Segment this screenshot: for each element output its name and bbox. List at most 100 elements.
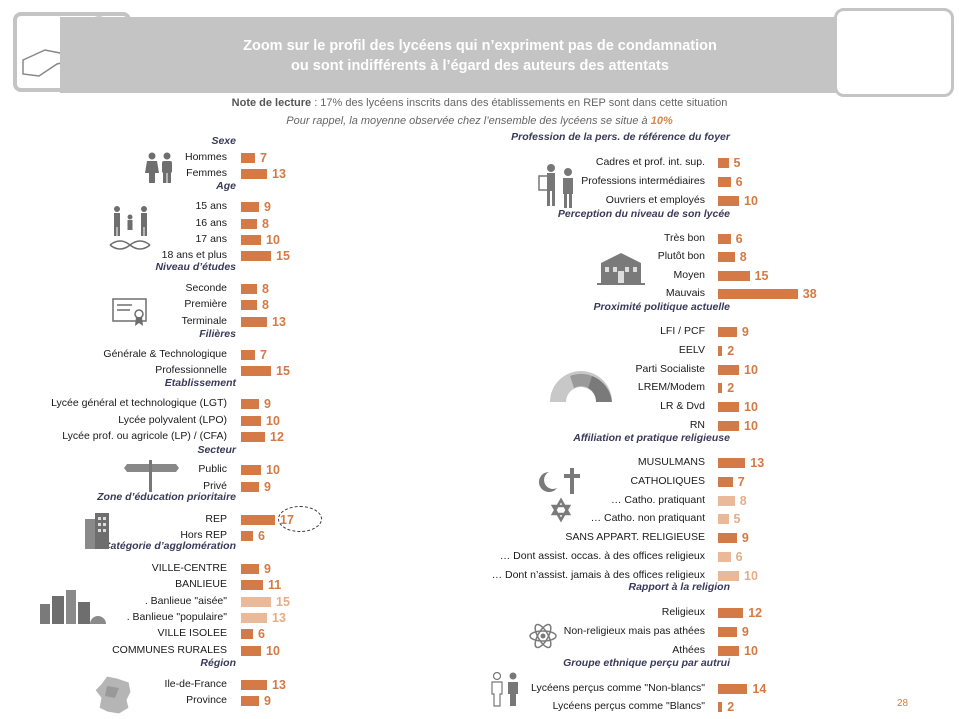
section-title: Profession de la pers. de référence du f… bbox=[511, 131, 730, 143]
bar-label: Lycée général et technologique (LGT) bbox=[51, 397, 227, 409]
bar-label: Hors REP bbox=[180, 529, 227, 541]
bar bbox=[718, 702, 723, 712]
hemicycle-icon bbox=[550, 371, 612, 402]
data-label: 15 bbox=[754, 269, 769, 283]
bar bbox=[241, 251, 271, 261]
bar bbox=[718, 327, 737, 337]
bar-label: 18 ans et plus bbox=[161, 249, 227, 261]
data-label: 15 bbox=[276, 249, 290, 263]
data-label: 6 bbox=[258, 627, 265, 641]
section-title: Groupe ethnique perçu par autrui bbox=[563, 657, 730, 669]
reading-note-text: : 17% des lycéens inscrits dans des étab… bbox=[314, 97, 728, 109]
data-label: 10 bbox=[744, 400, 758, 414]
bar bbox=[718, 402, 739, 412]
bar-label: COMMUNES RURALES bbox=[112, 644, 227, 656]
bar-label: … Dont n’assist. jamais à des offices re… bbox=[491, 569, 705, 581]
bar bbox=[241, 580, 263, 590]
people-icon bbox=[145, 152, 172, 183]
bar bbox=[241, 465, 261, 475]
section-title: Niveau d’études bbox=[155, 261, 236, 273]
reading-note-label: Note de lecture bbox=[231, 97, 312, 109]
bar-label: Hommes bbox=[184, 151, 227, 163]
data-label: 13 bbox=[272, 167, 286, 181]
bar-label: Professions intermédiaires bbox=[581, 175, 705, 187]
bar bbox=[718, 365, 739, 375]
data-label: 6 bbox=[735, 550, 743, 564]
bar-label: Ile-de-France bbox=[164, 678, 227, 690]
bar-label: … Catho. pratiquant bbox=[611, 494, 705, 506]
bar-label: 15 ans bbox=[195, 200, 227, 212]
data-label: 9 bbox=[264, 694, 271, 708]
bar bbox=[718, 646, 739, 656]
bar bbox=[718, 196, 739, 206]
workers-icon bbox=[538, 164, 573, 208]
data-label: 15 bbox=[276, 595, 290, 609]
data-label: 9 bbox=[264, 397, 271, 411]
title-line-2: ou sont indifférents à l’égard des auteu… bbox=[291, 58, 669, 74]
bar bbox=[241, 515, 275, 525]
data-label: 13 bbox=[272, 315, 286, 329]
bar bbox=[718, 608, 744, 618]
data-label: 2 bbox=[727, 700, 735, 714]
data-label: 10 bbox=[744, 194, 758, 208]
bar bbox=[241, 317, 267, 327]
bar-label: Lycée prof. ou agricole (LP) / (CFA) bbox=[62, 430, 227, 442]
school-icon bbox=[597, 253, 645, 285]
bar-label: VILLE-CENTRE bbox=[151, 562, 227, 574]
section-title: Rapport à la religion bbox=[628, 581, 730, 593]
data-label: 10 bbox=[266, 414, 280, 428]
bar-label: … Catho. non pratiquant bbox=[590, 512, 705, 524]
bar bbox=[718, 177, 731, 187]
data-label: 9 bbox=[264, 562, 271, 576]
bar bbox=[241, 646, 261, 656]
bar bbox=[718, 271, 750, 281]
corner-box bbox=[834, 8, 954, 97]
data-label: 15 bbox=[276, 364, 290, 378]
bar-label: Privé bbox=[203, 480, 227, 492]
data-label: 13 bbox=[272, 678, 286, 692]
bar bbox=[241, 613, 267, 623]
signpost-icon bbox=[124, 460, 179, 492]
data-label: 7 bbox=[737, 475, 745, 489]
bar bbox=[241, 629, 253, 639]
religion-icon bbox=[539, 468, 580, 523]
bar-label: BANLIEUE bbox=[175, 578, 227, 590]
data-label: 6 bbox=[258, 529, 265, 543]
section-title: Zone d’éducation prioritaire bbox=[97, 491, 236, 503]
bar-label: Lycéens perçus comme "Non-blancs" bbox=[531, 682, 705, 694]
data-label: 7 bbox=[260, 348, 267, 362]
bar-label: Athées bbox=[672, 644, 705, 656]
bar bbox=[241, 680, 267, 690]
section-title: Etablissement bbox=[164, 377, 236, 389]
bar bbox=[241, 300, 257, 310]
bar-label: … Dont assist. occas. à des offices reli… bbox=[499, 550, 705, 562]
section-title: Perception du niveau de son lycée bbox=[557, 208, 730, 220]
bar bbox=[241, 482, 259, 492]
data-label: 38 bbox=[802, 287, 817, 301]
title-banner bbox=[60, 17, 895, 93]
bar-label: Religieux bbox=[661, 606, 705, 618]
title-line-1: Zoom sur le profil des lycéens qui n’exp… bbox=[243, 38, 717, 54]
data-label: 8 bbox=[262, 298, 269, 312]
bar-label: Parti Socialiste bbox=[635, 363, 705, 375]
bar bbox=[241, 432, 265, 442]
data-label: 8 bbox=[739, 494, 747, 508]
diploma-icon bbox=[112, 298, 147, 326]
bar bbox=[241, 416, 261, 426]
bar-label: Professionnelle bbox=[155, 364, 227, 376]
data-label: 6 bbox=[735, 232, 743, 246]
bar-label: LREM/Modem bbox=[637, 381, 705, 393]
bar bbox=[718, 627, 737, 637]
bar bbox=[718, 477, 733, 487]
bar-label: REP bbox=[205, 513, 227, 525]
city-icon bbox=[40, 590, 106, 624]
bar bbox=[718, 514, 729, 524]
bar bbox=[718, 289, 798, 299]
data-label: 10 bbox=[266, 233, 280, 247]
average-reminder-text: Pour rappel, la moyenne observée chez l’… bbox=[286, 115, 648, 127]
data-label: 10 bbox=[744, 363, 758, 377]
average-reminder: Pour rappel, la moyenne observée chez l’… bbox=[0, 115, 959, 127]
bar bbox=[718, 496, 735, 506]
data-label: 2 bbox=[727, 344, 735, 358]
data-label: 14 bbox=[752, 682, 767, 696]
